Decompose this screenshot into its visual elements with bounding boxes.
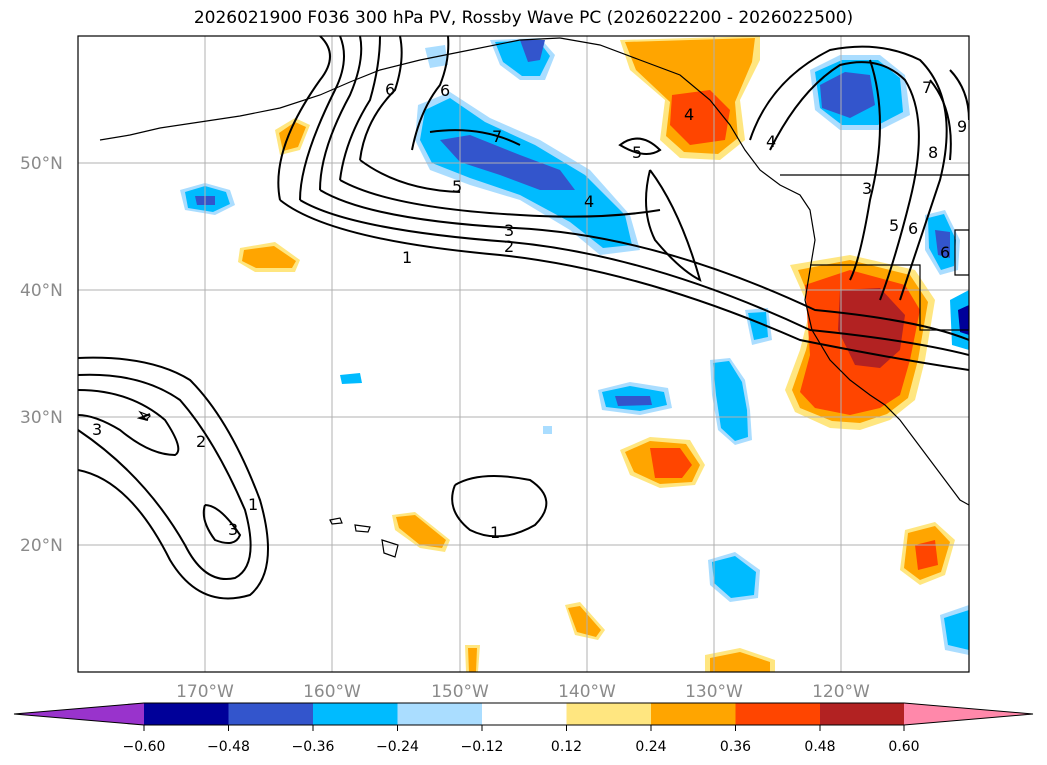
contour-label: 2 xyxy=(504,237,514,256)
colorbar-tick-label: 0.12 xyxy=(551,739,582,755)
contour-labels: 6 6 7 5 5 4 3 2 1 7 8 9 3 4 5 6 6 4 3 2 … xyxy=(92,78,967,542)
colorbar-extend-low xyxy=(14,703,144,725)
lon-label-140w: 140°W xyxy=(558,682,616,702)
coastlines xyxy=(99,37,969,558)
contour-label: 1 xyxy=(402,248,412,267)
map-border xyxy=(77,35,970,673)
colorbar-tick-label: −0.60 xyxy=(123,739,166,755)
lat-label-50n: 50°N xyxy=(20,154,63,174)
contour-label: 3 xyxy=(504,221,514,240)
contour-label: 6 xyxy=(908,219,918,238)
lon-label-130w: 130°W xyxy=(685,682,743,702)
contour-label: 9 xyxy=(957,117,967,136)
colorbar-segment xyxy=(566,703,651,725)
contour-label: 6 xyxy=(385,80,395,99)
latitude-labels: 50°N 40°N 30°N 20°N xyxy=(20,154,63,556)
lon-label-170w: 170°W xyxy=(176,682,234,702)
contour-label: 2 xyxy=(196,432,206,451)
lat-label-30n: 30°N xyxy=(20,408,63,428)
contour-label: 6 xyxy=(940,243,950,262)
contour-label: 4 xyxy=(766,132,776,151)
colorbar-tick-label: −0.12 xyxy=(461,739,504,755)
colorbar-segment xyxy=(228,703,313,725)
contour-label: 7 xyxy=(492,127,502,146)
colorbar-tick-label: −0.36 xyxy=(292,739,335,755)
contour-label: 3 xyxy=(862,179,872,198)
contour-label: 7 xyxy=(922,78,932,97)
contour-label: 3 xyxy=(92,420,102,439)
contour-label: 5 xyxy=(889,216,899,235)
map-title: 2026021900 F036 300 hPa PV, Rossby Wave … xyxy=(193,8,854,28)
contour-label: 3 xyxy=(228,520,238,539)
contour-label: 1 xyxy=(490,523,500,542)
colorbar-segment xyxy=(820,703,905,725)
contour-label: 5 xyxy=(632,143,642,162)
lat-label-20n: 20°N xyxy=(20,536,63,556)
colorbar-extend-high xyxy=(904,703,1033,725)
lon-label-150w: 150°W xyxy=(431,682,489,702)
colorbar-ticks xyxy=(143,725,905,731)
colorbar-segment xyxy=(651,703,736,725)
contour-label: 6 xyxy=(440,81,450,100)
colorbar-segment xyxy=(397,703,482,725)
contour-label: 5 xyxy=(452,177,462,196)
lon-label-120w: 120°W xyxy=(812,682,870,702)
colorbar-segment xyxy=(144,703,229,725)
colorbar-tick-label: 0.24 xyxy=(635,739,666,755)
pv-contours xyxy=(78,36,969,600)
contour-label: 4 xyxy=(584,192,594,211)
colorbar-tick-label: 0.60 xyxy=(888,739,919,755)
contour-label: 4 xyxy=(684,105,694,124)
colorbar: −0.60 −0.48 −0.36 −0.24 −0.12 0.12 0.24 … xyxy=(13,702,1034,755)
lon-label-160w: 160°W xyxy=(303,682,361,702)
graticule xyxy=(78,36,969,672)
colorbar-segment xyxy=(482,703,567,725)
colorbar-segment xyxy=(313,703,398,725)
colorbar-tick-label: 0.36 xyxy=(720,739,751,755)
colorbar-tick-label: −0.48 xyxy=(207,739,250,755)
pv-anomaly-shading xyxy=(180,36,969,672)
colorbar-tick-label: 0.48 xyxy=(804,739,835,755)
colorbar-segment xyxy=(735,703,820,725)
longitude-labels: 170°W 160°W 150°W 140°W 130°W 120°W xyxy=(176,682,870,702)
lat-label-40n: 40°N xyxy=(20,281,63,301)
colorbar-tick-label: −0.24 xyxy=(376,739,419,755)
contour-label: 8 xyxy=(928,143,938,162)
contour-label: 1 xyxy=(248,495,258,514)
